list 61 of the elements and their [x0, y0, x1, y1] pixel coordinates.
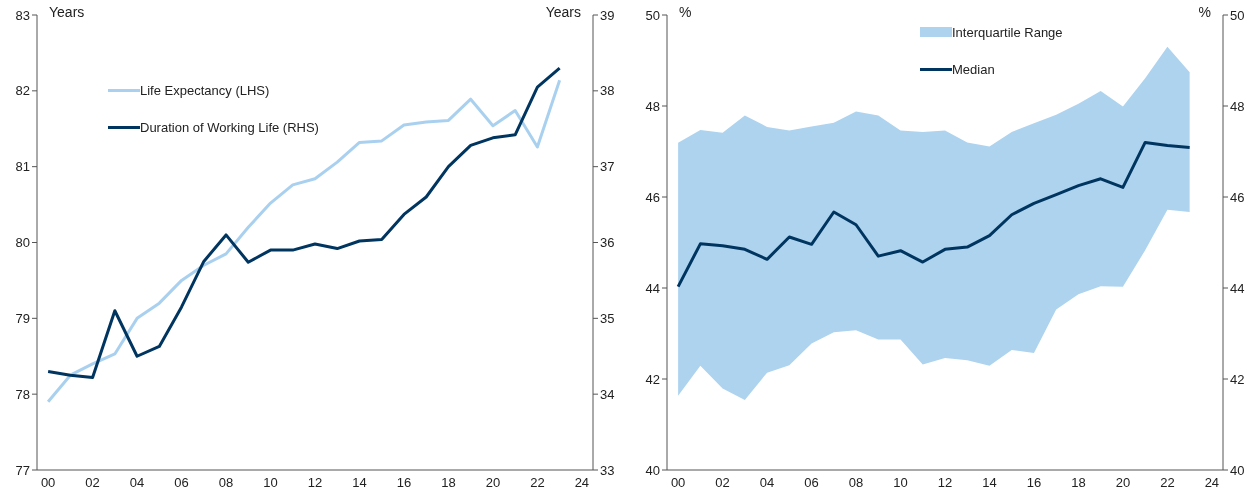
x-tick-label: 10 — [263, 475, 278, 491]
y-tick-label: 78 — [15, 386, 30, 402]
y-tick-label: 80 — [15, 235, 30, 251]
y2-tick-label: 37 — [600, 159, 615, 175]
x-tick-label: 20 — [485, 475, 501, 491]
annotation: Interquartile Range — [952, 24, 1063, 40]
x-tick-label: 14 — [982, 475, 997, 491]
y2-tick-label: 36 — [600, 235, 615, 251]
x-tick-label: 12 — [937, 475, 953, 491]
x-tick-label: 16 — [396, 475, 412, 491]
x-tick-label: 24 — [1204, 475, 1220, 491]
y-tick-label: 50 — [645, 7, 660, 23]
y2-tick-label: 50 — [1230, 7, 1245, 23]
legend-label: Life Expectancy (LHS) — [140, 82, 270, 98]
y2-axis-title: Years — [545, 4, 581, 20]
y-tick-label: 79 — [15, 310, 30, 326]
x-tick-label: 22 — [530, 475, 545, 491]
x-tick-label: 14 — [352, 475, 367, 491]
x-tick-label: 08 — [848, 475, 864, 491]
x-tick-label: 02 — [715, 475, 730, 491]
legend-label: Median — [952, 61, 995, 77]
x-tick-label: 02 — [85, 475, 100, 491]
y-tick-label: 42 — [645, 371, 660, 387]
x-tick-label: 16 — [1026, 475, 1042, 491]
x-tick-label: 00 — [40, 475, 56, 491]
y2-tick-label: 38 — [600, 83, 615, 99]
y2-tick-label: 33 — [600, 462, 615, 478]
line-series — [676, 140, 1192, 289]
y2-tick-label: 42 — [1230, 371, 1245, 387]
y2-tick-label: 44 — [1230, 280, 1245, 296]
y-tick-label: 83 — [15, 7, 30, 23]
x-tick-label: 12 — [307, 475, 323, 491]
y2-tick-label: 35 — [600, 310, 615, 326]
x-tick-label: 00 — [670, 475, 686, 491]
y-tick-label: 77 — [15, 462, 30, 478]
y-axis-title: % — [679, 4, 692, 20]
y2-tick-label: 48 — [1230, 98, 1245, 114]
y2-tick-label: 40 — [1230, 462, 1245, 478]
y-tick-label: 46 — [645, 189, 660, 205]
y-tick-label: 82 — [15, 83, 30, 99]
y2-tick-label: 34 — [600, 386, 615, 402]
y-tick-label: 40 — [645, 462, 660, 478]
x-tick-label: 04 — [129, 475, 145, 491]
y-axis-title: Years — [49, 4, 85, 20]
y-tick-label: 81 — [15, 159, 30, 175]
x-tick-label: 10 — [893, 475, 908, 491]
x-tick-label: 22 — [1160, 475, 1175, 491]
y2-axis-title: % — [1198, 4, 1211, 20]
x-tick-label: 20 — [1115, 475, 1131, 491]
x-tick-label: 24 — [574, 475, 590, 491]
y-tick-label: 48 — [645, 98, 660, 114]
x-tick-label: 18 — [1071, 475, 1086, 491]
x-tick-label: 04 — [759, 475, 775, 491]
x-tick-label: 18 — [441, 475, 456, 491]
y2-tick-label: 46 — [1230, 189, 1245, 205]
legend-label: Duration of Working Life (RHS) — [140, 119, 319, 135]
x-tick-label: 08 — [218, 475, 234, 491]
y2-tick-label: 39 — [600, 7, 615, 23]
y-tick-label: 44 — [645, 280, 660, 296]
x-tick-label: 06 — [804, 475, 819, 491]
x-tick-label: 06 — [174, 475, 189, 491]
